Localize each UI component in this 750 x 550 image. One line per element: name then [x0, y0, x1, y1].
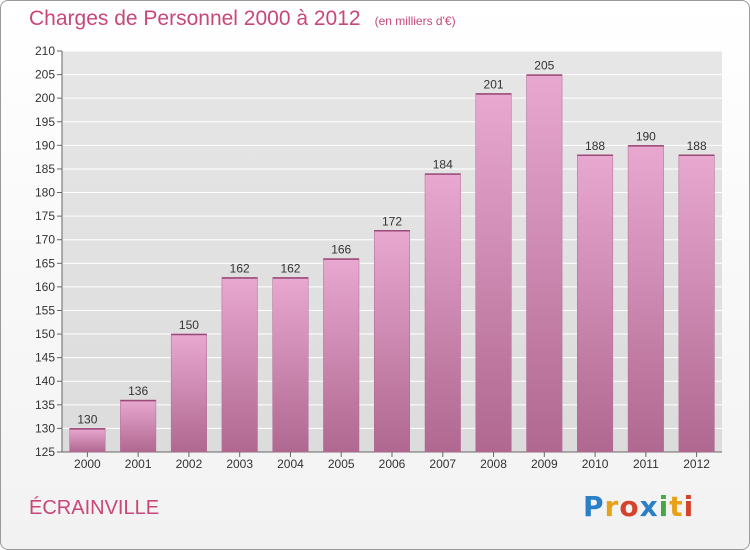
town-name: ÉCRAINVILLE [29, 497, 160, 519]
y-tick-label: 145 [35, 351, 55, 365]
chart-subtitle: (en milliers d'€) [374, 14, 456, 28]
x-tick-label-2003: 2003 [226, 457, 253, 471]
y-tick-label: 155 [35, 303, 55, 317]
y-tick-label: 200 [35, 91, 55, 105]
x-tick-label-2012: 2012 [683, 457, 710, 471]
data-label-2005: 166 [331, 243, 351, 257]
bar-2011 [627, 145, 664, 453]
bar-2004 [272, 277, 309, 453]
bar-2010 [577, 154, 614, 453]
data-label-2008: 201 [484, 77, 504, 91]
data-label-2010: 188 [585, 139, 605, 153]
y-tick-label: 140 [35, 374, 55, 388]
data-label-2002: 150 [179, 318, 199, 332]
y-tick-label: 160 [35, 280, 55, 294]
y-tick-label: 175 [35, 209, 55, 223]
x-tick-label-2002: 2002 [176, 457, 203, 471]
y-tick-label: 190 [35, 138, 55, 152]
y-tick-label: 130 [35, 421, 55, 435]
y-tick-label: 205 [35, 68, 55, 82]
y-tick-label: 210 [35, 44, 55, 58]
y-tick-label: 170 [35, 233, 55, 247]
proxiti-logo: Proxiti [583, 490, 695, 523]
y-tick-label: 125 [35, 445, 55, 459]
bar-2000 [69, 428, 106, 453]
y-tick-label: 180 [35, 186, 55, 200]
data-label-2007: 184 [433, 158, 453, 172]
x-tick-label-2009: 2009 [531, 457, 558, 471]
data-label-2001: 136 [128, 384, 148, 398]
x-tick-label-2010: 2010 [582, 457, 609, 471]
data-label-2009: 205 [534, 59, 554, 73]
x-tick-label-2006: 2006 [379, 457, 406, 471]
data-label-2012: 188 [687, 139, 707, 153]
data-label-2011: 190 [636, 129, 656, 143]
bar-2006 [373, 230, 411, 453]
bar-2002 [170, 333, 207, 453]
data-label-2003: 162 [230, 261, 250, 275]
x-tick-label-2007: 2007 [429, 457, 456, 471]
bar-2009 [526, 74, 563, 453]
x-tick-label-2004: 2004 [277, 457, 304, 471]
bar-2005 [323, 258, 360, 453]
bar-2012 [678, 154, 715, 453]
y-tick-label: 195 [35, 115, 55, 129]
data-label-2004: 162 [280, 261, 300, 275]
x-tick-label-2008: 2008 [480, 457, 507, 471]
y-tick-label: 150 [35, 327, 55, 341]
y-tick-label: 165 [35, 256, 55, 270]
bar-2003 [221, 277, 258, 453]
bar-2001 [120, 399, 157, 453]
data-label-2000: 130 [77, 412, 97, 426]
chart-title: Charges de Personnel 2000 à 2012 (en mill… [29, 7, 456, 30]
x-tick-label-2005: 2005 [328, 457, 355, 471]
data-label-2006: 172 [382, 214, 402, 228]
x-tick-label-2011: 2011 [633, 457, 659, 471]
y-tick-label: 185 [35, 162, 55, 176]
x-tick-label-2001: 2001 [125, 457, 152, 471]
y-tick-label: 135 [35, 398, 55, 412]
x-tick-label-2000: 2000 [74, 457, 101, 471]
bar-2008 [475, 93, 512, 453]
bar-2007 [424, 173, 461, 453]
